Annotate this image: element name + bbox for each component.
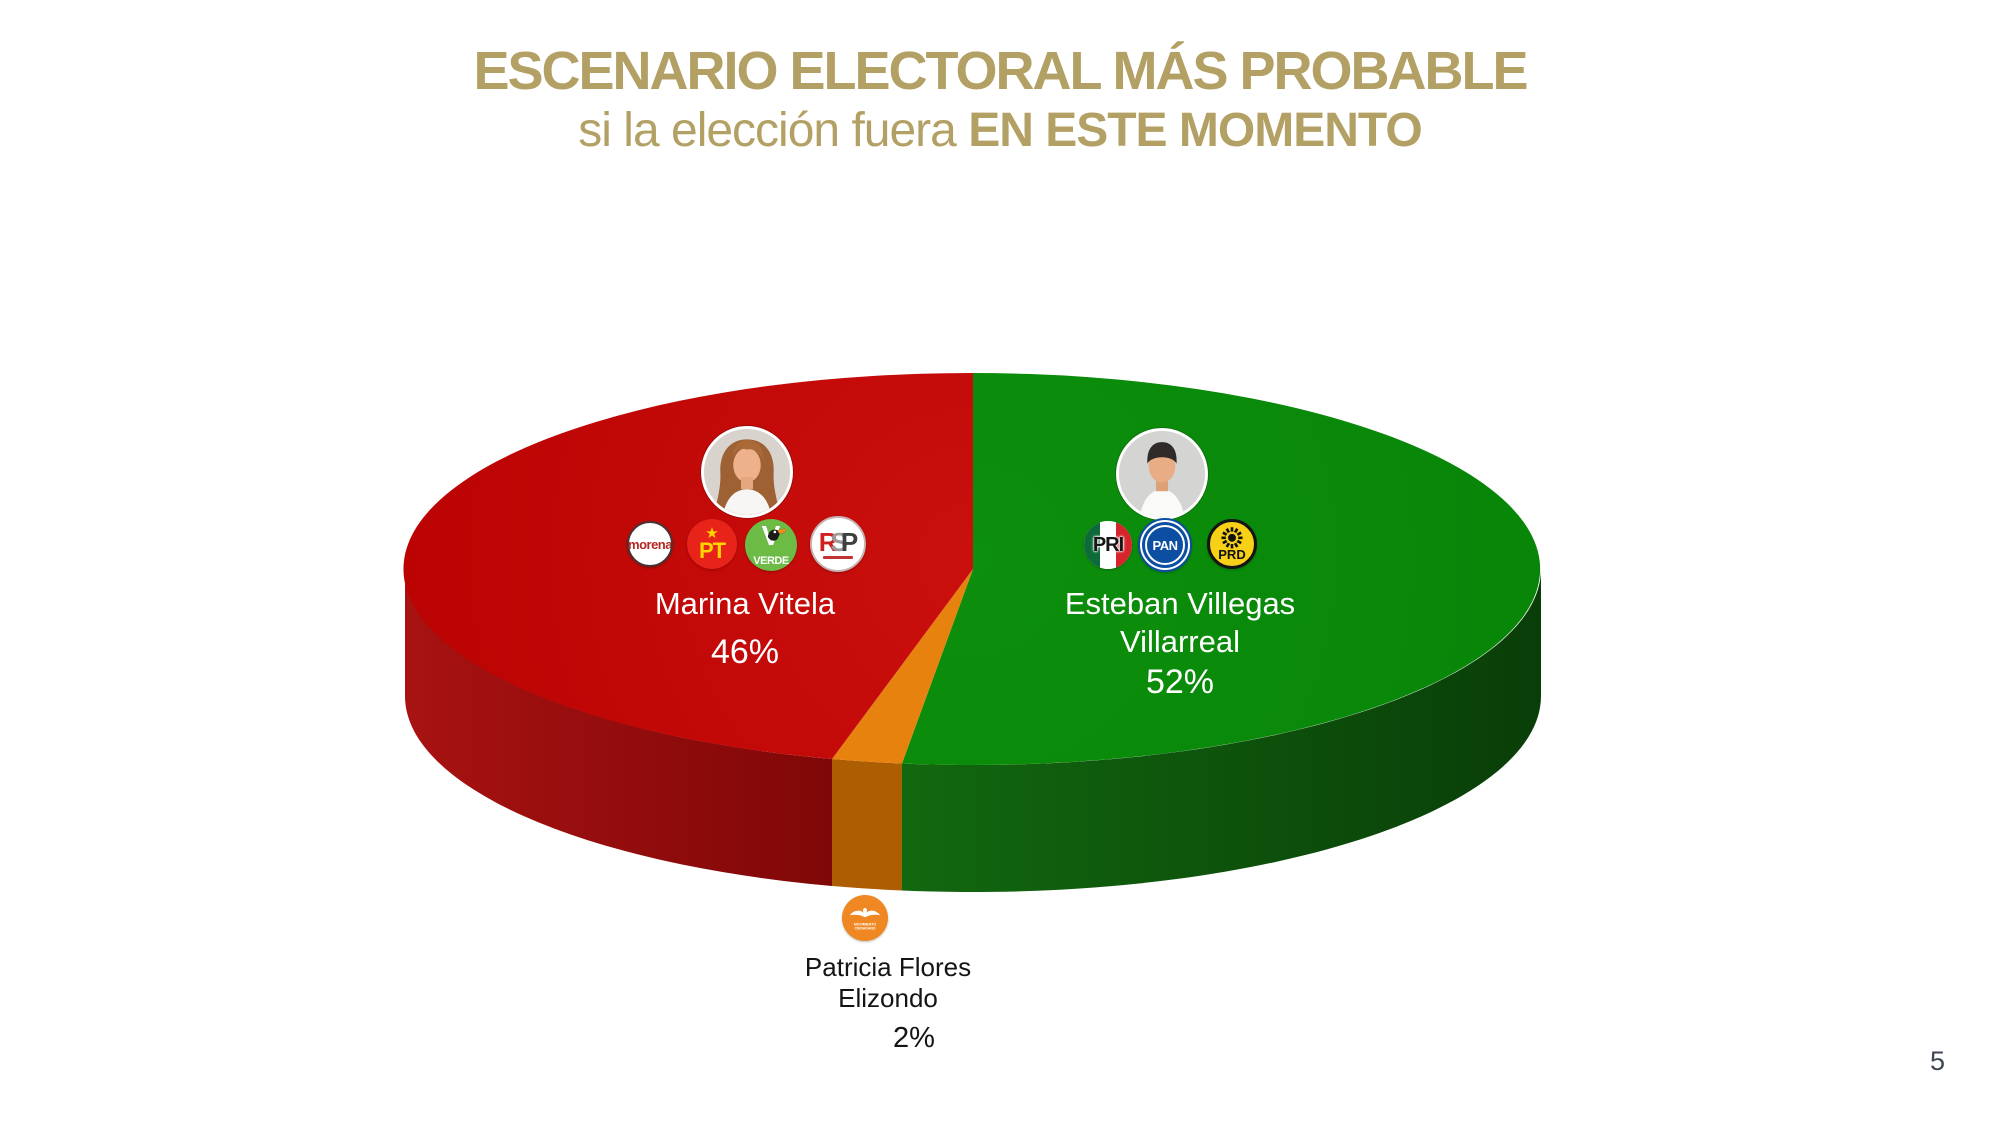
title-line-2-regular: si la elección fuera [578, 103, 969, 157]
patricia-name-label: Patricia Flores Elizondo [688, 952, 1088, 1014]
patricia-name-line1: Patricia Flores [804, 952, 972, 982]
pt-logo-text: PT [698, 538, 726, 563]
pan-logo-text: PAN [1152, 537, 1178, 553]
rsp-logo: RSP [810, 516, 866, 572]
rsp-logo-text: RSP [818, 526, 859, 557]
movimiento-ciudadano-logo: MOVIMIENTO CIUDADANO [842, 895, 888, 941]
slice-marina-top [403, 372, 974, 759]
esteban-name-line2: Villarreal [1119, 624, 1241, 659]
esteban-portrait-illustration [1119, 431, 1205, 517]
prd-sun-icon [1221, 527, 1243, 549]
patricia-name-line2: Elizondo [838, 983, 938, 1013]
marina-percent-label: 46% [710, 633, 780, 671]
pri-logo-text: PRI [1092, 533, 1124, 556]
slice-marina-side [404, 569, 832, 886]
morena-logo: morena [627, 521, 673, 567]
title-line-1: ESCENARIO ELECTORAL MÁS PROBABLE [473, 41, 1528, 101]
pt-logo: ★ PT [687, 519, 737, 569]
prd-logo: PRD [1207, 519, 1257, 569]
esteban-percent-label: 52% [1145, 663, 1215, 701]
mc-logo-text-line2: CIUDADANO [854, 927, 875, 931]
marina-vitela-photo [701, 426, 793, 518]
mc-logo-text-line1: MOVIMIENTO [854, 922, 876, 926]
pan-blue-disc: PAN [1142, 522, 1188, 568]
verde-logo: V VERDE [745, 519, 797, 571]
verde-logo-text: VERDE [753, 555, 789, 567]
slice-patricia-side [832, 759, 902, 891]
rsp-microtext-bar [823, 555, 853, 559]
esteban-name-line1: Esteban Villegas [1064, 586, 1296, 621]
esteban-villegas-photo [1116, 428, 1208, 520]
toucan-icon [767, 528, 786, 541]
pan-inner-ring: PAN [1145, 525, 1185, 565]
pan-logo: PAN [1138, 518, 1192, 572]
slice-esteban-side [902, 569, 1541, 893]
morena-logo-text: morena [628, 536, 672, 552]
slice-esteban-top [902, 373, 1541, 765]
title-line-2-bold: EN ESTE MOMENTO [968, 103, 1422, 157]
marina-portrait-illustration [704, 429, 790, 515]
esteban-name-label: Esteban Villegas Villarreal [980, 585, 1380, 661]
slice-patricia-top [832, 569, 973, 764]
pri-tricolor-stripes [1084, 521, 1132, 569]
page-number: 5 [1929, 1046, 1945, 1076]
mc-eagle-icon: MOVIMIENTO CIUDADANO [849, 907, 881, 931]
marina-name-label: Marina Vitela [654, 586, 836, 621]
patricia-percent-label: 2% [893, 1022, 935, 1054]
page-title: ESCENARIO ELECTORAL MÁS PROBABLE si la e… [0, 40, 2000, 158]
rsp-letter-s: S [830, 526, 849, 557]
rsp-letter-p: P [840, 526, 859, 557]
rsp-letter-r: R [818, 526, 838, 557]
pt-star-icon: ★ [705, 525, 719, 542]
prd-logo-text: PRD [1218, 547, 1246, 562]
pri-logo: PRI [1084, 521, 1132, 569]
title-line-2: si la elección fuera EN ESTE MOMENTO [0, 103, 2000, 159]
